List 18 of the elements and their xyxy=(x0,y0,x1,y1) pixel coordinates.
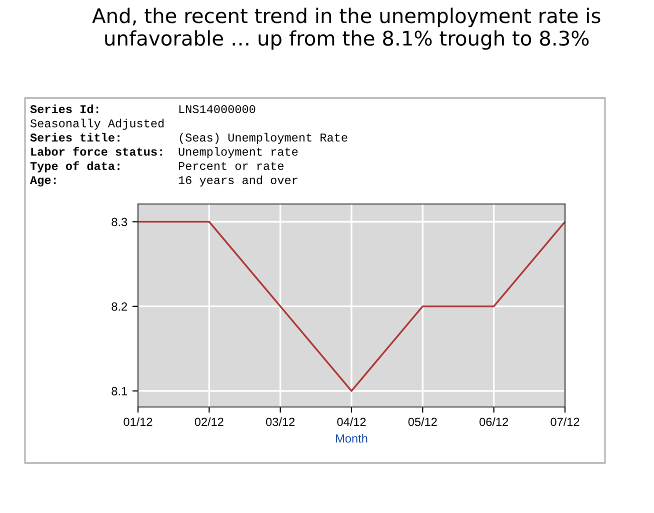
x-tick-label: 01/12 xyxy=(124,417,152,426)
text: Series title: (Seas) Unemployment Rate xyxy=(30,132,348,144)
text: Series Id: LNS14000000 xyxy=(30,104,256,114)
x-tick-label: 05/12 xyxy=(408,417,437,426)
text: Age: 16 years and over xyxy=(30,176,298,187)
x-tick-label: 03/12 xyxy=(266,417,295,426)
chart-title: And, the recent trend in the unemployment rate is unfavorable … up from the 8.1% trough to 8.3% xyxy=(92,8,600,50)
x-tick-label: 02/12 xyxy=(194,417,224,426)
x-axis-title: Month xyxy=(336,434,368,443)
x-tick-label: 06/12 xyxy=(480,417,508,426)
text: Seasonally Adjusted xyxy=(30,118,164,130)
x-tick-label: 04/12 xyxy=(337,417,366,426)
y-tick-label: 8.3 xyxy=(112,218,128,226)
text: Labor force status: Unemployment rate xyxy=(31,146,298,158)
y-tick-label: 8.2 xyxy=(112,302,127,311)
text: Type of data: Percent or rate xyxy=(30,161,284,172)
y-tick-label: 8.1 xyxy=(112,386,128,396)
x-tick-label: 07/12 xyxy=(550,417,580,426)
